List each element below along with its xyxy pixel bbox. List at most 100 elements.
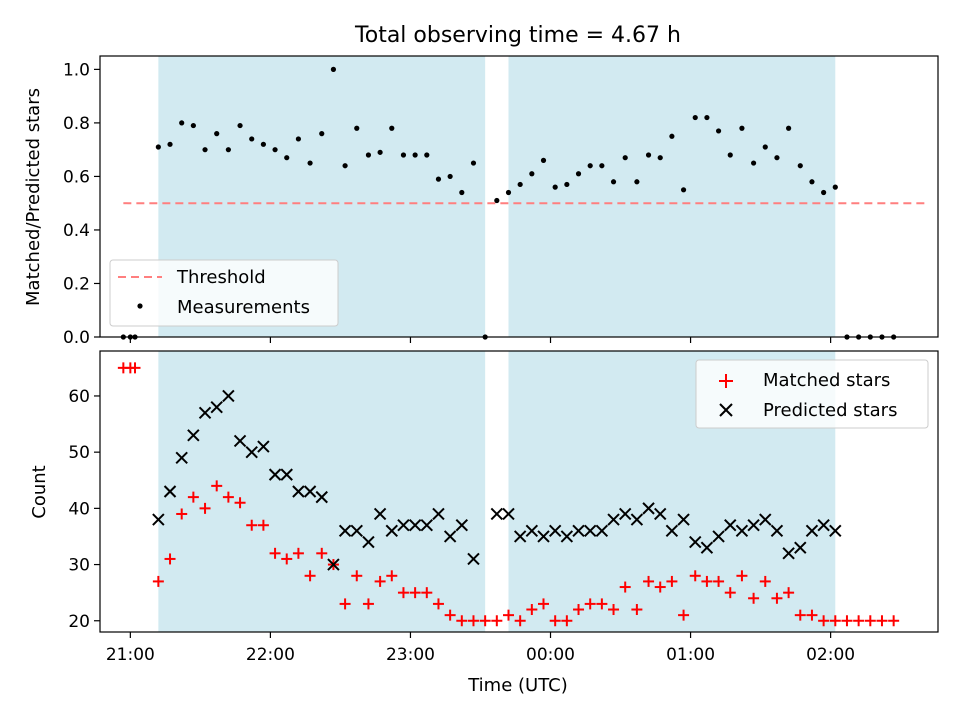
predicted-star-point <box>245 445 258 459</box>
matched-star-point <box>222 491 234 503</box>
predicted-star-point <box>817 519 830 532</box>
matched-star-point <box>467 615 479 627</box>
measurement-point <box>190 122 196 129</box>
matched-star-point <box>351 570 363 582</box>
y-tick-label: 40 <box>68 499 90 519</box>
predicted-star-point <box>280 468 293 481</box>
matched-star-point <box>421 587 433 599</box>
legend-measurements-label: Measurements <box>177 297 310 318</box>
measurement-point <box>774 155 780 161</box>
top-panel: 0.0 0.2 0.4 0.6 0.8 1.0 Matched/Predicted sta… <box>23 55 939 348</box>
measurement-point <box>634 179 640 185</box>
matched-star-point <box>748 592 760 604</box>
bottom-axes-frame <box>99 350 939 633</box>
measurement-point <box>179 120 185 126</box>
top-legend-box <box>109 259 339 327</box>
bottom-panel: 20 30 40 50 60 21:00 22:00 23:00 00:00 01:00 02:0… <box>29 350 939 696</box>
predicted-star-point <box>187 429 200 442</box>
measurement-point <box>809 179 815 185</box>
matched-star-point <box>246 519 258 531</box>
matched-star-point <box>736 570 748 582</box>
bottom-y-ticks: 20 30 40 50 60 <box>68 387 100 632</box>
measurement-point <box>715 128 722 134</box>
matched-star-point <box>596 598 608 610</box>
matched-star-point <box>234 497 246 509</box>
bottom-legend-box <box>695 359 929 429</box>
matched-star-points <box>117 362 900 627</box>
x-tick-label: 22:00 <box>246 645 295 665</box>
predicted-star-point <box>583 524 597 538</box>
predicted-star-point <box>642 502 655 515</box>
predicted-star-point <box>222 389 235 403</box>
matched-star-point <box>678 609 690 621</box>
legend-predicted-label: Predicted stars <box>763 400 897 421</box>
legend-measurement-swatch <box>137 303 143 309</box>
shaded-interval <box>508 56 836 337</box>
matched-star-point <box>573 604 585 616</box>
y-tick-label: 30 <box>68 556 90 576</box>
measurement-point <box>260 141 266 147</box>
matched-star-point <box>759 575 771 587</box>
predicted-star-point <box>408 519 422 532</box>
top-legend: Threshold Measurements <box>109 259 339 327</box>
measurement-point <box>284 155 290 161</box>
predicted-star-point <box>292 485 305 498</box>
matched-star-point <box>783 587 795 599</box>
measurement-point <box>249 136 255 142</box>
y-tick-label: 0.8 <box>63 114 90 134</box>
measurement-point <box>424 152 430 158</box>
predicted-star-point <box>257 440 270 453</box>
predicted-star-point <box>397 519 410 532</box>
predicted-star-point <box>338 524 352 538</box>
legend-threshold-label: Threshold <box>176 267 266 288</box>
measurement-point <box>680 187 687 193</box>
predicted-star-point <box>198 406 212 420</box>
x-tick-label: 02:00 <box>806 645 855 665</box>
predicted-star-point <box>303 485 317 498</box>
matched-star-point <box>818 615 830 627</box>
predicted-star-point <box>782 547 795 560</box>
matched-star-point <box>806 609 818 621</box>
predicted-star-point <box>805 524 819 538</box>
matched-star-point <box>666 575 678 587</box>
y-tick-label: 0.4 <box>63 221 90 241</box>
measurement-point <box>786 125 792 131</box>
predicted-star-point <box>829 524 842 538</box>
measurement-point <box>750 160 757 166</box>
predicted-star-point <box>350 524 363 538</box>
predicted-star-point <box>560 530 574 543</box>
measurement-point <box>237 122 243 129</box>
matched-star-point <box>888 615 900 627</box>
predicted-star-point <box>268 468 282 481</box>
x-tick-label: 00:00 <box>526 645 575 665</box>
measurement-point <box>319 131 325 137</box>
predicted-star-point <box>770 524 784 538</box>
measurement-point <box>610 179 617 185</box>
predicted-star-point <box>152 513 165 526</box>
matched-star-point <box>304 570 316 582</box>
top-x-ticks <box>129 337 832 343</box>
measurement-point <box>669 133 675 139</box>
measurement-point <box>459 189 465 196</box>
measurement-point <box>214 131 220 137</box>
x-tick-label: 23:00 <box>386 645 435 665</box>
top-y-ticks: 0.0 0.2 0.4 0.6 0.8 1.0 <box>63 60 100 348</box>
legend-matched-swatch <box>719 374 733 388</box>
matched-star-point <box>269 547 281 559</box>
matched-star-point <box>561 615 573 627</box>
measurement-point <box>295 136 302 142</box>
matched-star-point <box>339 598 351 610</box>
matched-star-point <box>502 609 514 621</box>
bottom-y-axis-label: Count <box>29 465 50 518</box>
matched-star-point <box>397 587 409 599</box>
matched-star-point <box>608 604 620 616</box>
matched-star-point <box>316 547 328 559</box>
predicted-star-point <box>677 513 690 526</box>
bottom-shaded-intervals <box>158 351 836 632</box>
matched-star-point <box>549 615 561 627</box>
predicted-star-point <box>385 524 398 538</box>
predicted-star-point <box>595 524 609 538</box>
measurement-point <box>540 157 547 163</box>
measurement-point <box>354 125 360 131</box>
